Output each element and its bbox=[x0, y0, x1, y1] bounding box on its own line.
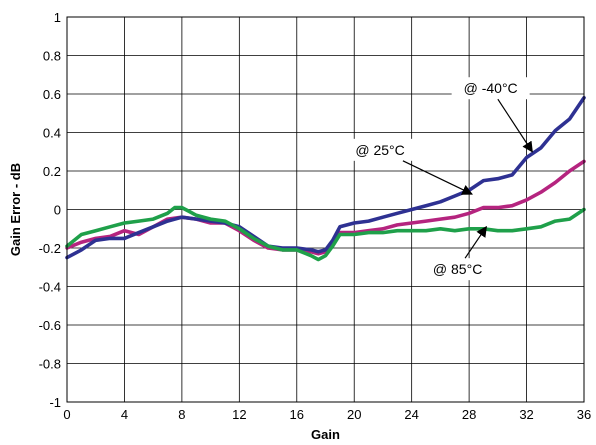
x-tick-label: 0 bbox=[63, 407, 70, 422]
plot-frame bbox=[66, 16, 585, 403]
y-tick-label: -0.8 bbox=[39, 357, 61, 372]
x-tick-label: 24 bbox=[404, 407, 418, 422]
annotation-arrow bbox=[402, 160, 473, 195]
tick-labels: 0 4 8 12 16 20 24 28 32 36 1 0.8 0.6 0.4 0.2 0 -0.2 -0.4 -… bbox=[39, 10, 592, 422]
x-tick-label: 32 bbox=[519, 407, 533, 422]
y-tick-label: 0 bbox=[54, 203, 61, 218]
series-lines bbox=[65, 96, 586, 262]
x-tick-label: 20 bbox=[347, 407, 361, 422]
annotation-label: @ 85°C bbox=[433, 261, 482, 277]
y-axis-label: Gain Error - dB bbox=[8, 163, 23, 256]
x-tick-label: 36 bbox=[577, 407, 591, 422]
series-line-2 bbox=[65, 205, 586, 262]
x-tick-label: 8 bbox=[178, 407, 185, 422]
x-tick-label: 4 bbox=[121, 407, 128, 422]
x-axis-label: Gain bbox=[311, 427, 340, 442]
y-tick-label: 0.6 bbox=[43, 87, 61, 102]
annotation-arrow bbox=[497, 98, 533, 153]
series-line-0 bbox=[65, 96, 586, 260]
y-tick-label: -1 bbox=[49, 395, 61, 410]
annotation-arrow bbox=[464, 225, 487, 259]
y-tick-label: -0.6 bbox=[39, 318, 61, 333]
x-tick-label: 12 bbox=[232, 407, 246, 422]
x-tick-label: 28 bbox=[462, 407, 476, 422]
annotation-label: @ -40°C bbox=[464, 80, 518, 96]
annotation-box bbox=[451, 77, 530, 100]
y-tick-label: -0.2 bbox=[39, 241, 61, 256]
y-tick-label: 1 bbox=[54, 10, 61, 25]
y-tick-label: 0.2 bbox=[43, 164, 61, 179]
annotation-label: @ 25°C bbox=[355, 142, 404, 158]
grid bbox=[66, 16, 585, 403]
annotations: @ -40°C @ 25°C @ 85°C bbox=[341, 77, 533, 281]
y-tick-label: -0.4 bbox=[39, 280, 61, 295]
y-tick-label: 0.4 bbox=[43, 126, 61, 141]
annotation-box bbox=[341, 138, 420, 161]
annotation-box bbox=[418, 258, 497, 281]
x-tick-label: 16 bbox=[290, 407, 304, 422]
y-tick-label: 0.8 bbox=[43, 49, 61, 64]
